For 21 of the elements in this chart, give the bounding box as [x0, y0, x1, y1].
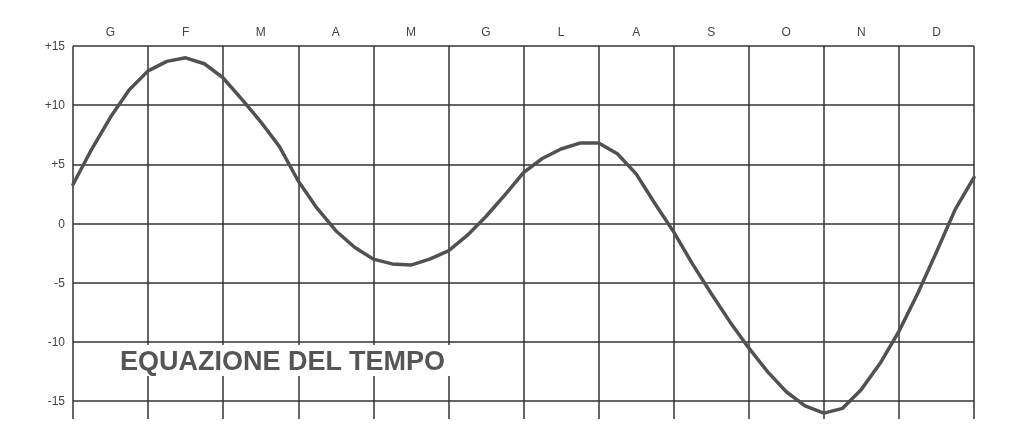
text: EQUAZIONE DEL TEMPO	[120, 345, 446, 376]
y-tick-label: -5	[54, 275, 66, 290]
x-tick-label: L	[557, 25, 565, 39]
y-tick-label: -10	[47, 335, 66, 350]
y-tick-label: +5	[51, 157, 66, 172]
x-tick-label: N	[857, 25, 866, 39]
x-tick-label: A	[331, 25, 340, 39]
x-tick-label: F	[181, 25, 190, 39]
x-tick-label: G	[105, 25, 116, 39]
x-tick-label: O	[781, 25, 791, 39]
y-tick-label: -15	[47, 394, 66, 409]
x-tick-label: G	[481, 25, 491, 39]
y-tick-label: +10	[44, 98, 66, 113]
y-tick-label: 0	[58, 216, 66, 231]
y-tick-label: +15	[44, 39, 66, 53]
x-tick-label: A	[632, 25, 641, 39]
x-tick-label: M	[405, 25, 416, 39]
x-tick-label: S	[707, 25, 716, 39]
line-series	[71, 56, 976, 415]
x-tick-label: D	[932, 25, 942, 39]
x-tick-label: M	[255, 25, 266, 39]
